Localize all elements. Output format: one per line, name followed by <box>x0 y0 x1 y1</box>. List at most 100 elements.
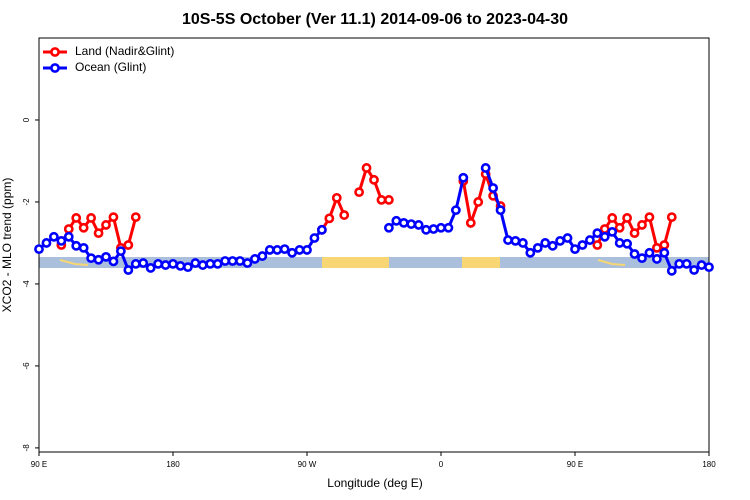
point <box>555 236 566 246</box>
y-tick-label: -8 <box>22 444 31 452</box>
point <box>63 231 74 242</box>
point <box>354 187 365 198</box>
point <box>406 219 417 229</box>
point <box>666 265 677 276</box>
point <box>71 240 82 251</box>
point <box>532 242 543 253</box>
point <box>123 265 134 275</box>
point <box>86 213 97 223</box>
point <box>242 258 253 268</box>
point <box>488 183 499 193</box>
x-tick-label: 90 E <box>31 460 47 469</box>
point <box>115 246 126 257</box>
point <box>413 220 424 230</box>
land-strip <box>462 257 500 268</box>
point <box>197 260 208 270</box>
point <box>436 222 446 233</box>
point <box>584 235 595 245</box>
point <box>287 247 298 258</box>
point <box>34 244 44 254</box>
point <box>517 238 528 248</box>
point <box>599 231 610 242</box>
point <box>205 258 216 269</box>
map-strip <box>39 257 709 268</box>
point <box>398 217 409 228</box>
point <box>220 256 231 266</box>
point <box>302 245 312 255</box>
point <box>212 258 223 269</box>
point <box>316 224 327 235</box>
point <box>71 213 82 223</box>
point <box>78 222 89 233</box>
point <box>63 224 74 234</box>
point <box>153 258 164 269</box>
point <box>279 244 290 254</box>
point <box>101 220 111 230</box>
point <box>56 236 67 246</box>
x-tick-label: 180 <box>702 460 716 469</box>
point <box>503 235 513 245</box>
point <box>622 238 633 249</box>
point <box>666 212 677 223</box>
legend: Land (Nadir&Glint) Ocean (Glint) <box>43 44 174 74</box>
point <box>383 195 394 205</box>
point <box>369 174 379 185</box>
point <box>540 238 551 248</box>
point <box>465 217 476 228</box>
chart-title: 10S-5S October (Ver 11.1) 2014-09-06 to … <box>182 11 568 28</box>
y-axis-label: XCO2 - MLO trend (ppm) <box>0 178 14 313</box>
point <box>108 256 119 267</box>
point <box>130 258 141 269</box>
point <box>570 244 580 254</box>
y-tick-label: -6 <box>22 362 31 370</box>
point <box>309 233 320 243</box>
island <box>597 259 626 266</box>
point <box>182 262 193 273</box>
point <box>249 254 260 264</box>
point <box>108 212 119 223</box>
point <box>145 263 156 273</box>
legend-marker <box>50 47 60 57</box>
point <box>674 258 685 269</box>
point <box>41 238 52 248</box>
island <box>59 259 89 266</box>
point <box>637 220 647 230</box>
point <box>495 205 506 216</box>
point <box>629 249 640 259</box>
point <box>257 251 268 261</box>
y-tick-label: -4 <box>22 280 31 288</box>
point <box>93 254 104 265</box>
point <box>637 253 647 264</box>
point <box>622 213 633 223</box>
x-tick-label: 90 W <box>298 460 317 469</box>
point <box>421 224 432 235</box>
point <box>294 245 305 255</box>
point <box>383 222 394 233</box>
point <box>272 245 283 255</box>
x-tick-label: 0 <box>439 460 444 469</box>
point <box>651 254 662 264</box>
point <box>525 247 536 258</box>
point <box>659 240 670 250</box>
point <box>704 262 714 273</box>
point <box>473 197 484 207</box>
x-tick-label: 180 <box>166 460 180 469</box>
point <box>644 212 655 223</box>
point <box>651 242 662 253</box>
point <box>428 224 439 234</box>
legend-label: Land (Nadir&Glint) <box>75 44 174 58</box>
point <box>339 210 350 220</box>
point <box>175 261 186 271</box>
point <box>101 251 111 262</box>
point <box>86 253 97 264</box>
point <box>123 240 134 250</box>
point <box>614 222 625 233</box>
point <box>450 205 461 216</box>
point <box>190 258 201 268</box>
point <box>376 195 387 205</box>
point <box>510 236 521 246</box>
point <box>607 226 618 237</box>
point <box>458 172 469 183</box>
point <box>443 222 454 233</box>
